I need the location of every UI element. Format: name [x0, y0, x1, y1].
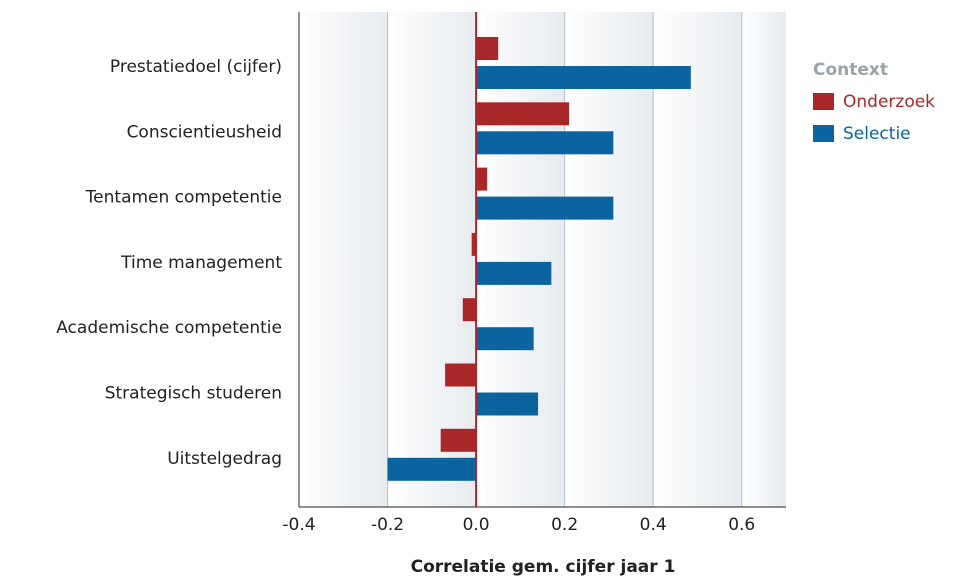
bar	[476, 131, 614, 155]
y-tick-label: Tentamen competentie	[85, 188, 282, 208]
bar	[476, 196, 614, 220]
plot-band	[476, 12, 565, 507]
y-tick-label: Time management	[120, 253, 282, 273]
bar	[440, 428, 477, 452]
bar	[387, 457, 477, 481]
x-tick-label: -0.4	[282, 515, 315, 535]
plot-band	[299, 12, 388, 507]
plot-band	[741, 12, 786, 507]
y-tick-label: Prestatiedoel (cijfer)	[110, 57, 282, 77]
bar	[471, 232, 477, 256]
legend-swatch	[813, 125, 834, 142]
plot-band	[387, 12, 477, 507]
bar	[476, 327, 534, 351]
x-tick-label: 0.4	[640, 515, 667, 535]
bar	[476, 66, 691, 89]
plot-band	[564, 12, 654, 507]
x-axis-label: Correlatie gem. cijfer jaar 1	[411, 557, 676, 577]
bar	[476, 102, 570, 126]
bar	[476, 37, 499, 60]
y-tick-label: Conscientieusheid	[127, 122, 282, 142]
x-tick-label: 0.6	[728, 515, 755, 535]
bar	[476, 392, 539, 416]
legend-label: Selectie	[843, 124, 911, 144]
y-tick-label: Academische competentie	[56, 318, 282, 338]
legend-label: Onderzoek	[843, 92, 935, 112]
plot-band	[653, 12, 742, 507]
x-tick-label: 0.2	[551, 515, 578, 535]
bar	[476, 167, 488, 191]
bar	[462, 298, 477, 322]
bar	[445, 363, 477, 387]
legend-title: Context	[813, 60, 888, 80]
y-tick-label: Strategisch studeren	[105, 384, 282, 404]
y-tick-label: Uitstelgedrag	[167, 449, 282, 469]
bar	[476, 261, 552, 285]
x-tick-label: 0.0	[463, 515, 490, 535]
legend-swatch	[813, 93, 834, 110]
x-tick-label: -0.2	[371, 515, 404, 535]
